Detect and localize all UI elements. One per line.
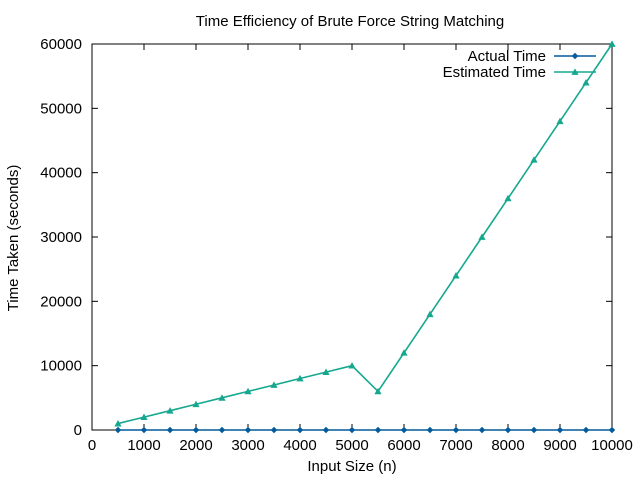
data-point xyxy=(348,426,356,434)
legend-item: Estimated Time xyxy=(443,64,596,81)
x-tick-label: 9000 xyxy=(543,437,576,454)
data-point xyxy=(582,79,590,86)
data-point xyxy=(452,426,460,434)
data-point xyxy=(556,117,564,125)
data-point xyxy=(322,368,330,375)
axis-ticks: 0 1000 2000 3000 4000 5000 6000 7000 8000 9000 100… xyxy=(40,36,633,454)
data-point xyxy=(426,426,434,434)
x-axis-label: Input Size (n) xyxy=(307,458,396,475)
data-point xyxy=(556,426,564,434)
data-point xyxy=(504,426,512,434)
data-point xyxy=(296,426,304,434)
data-point xyxy=(374,387,382,395)
legend-label: Estimated Time xyxy=(443,64,546,81)
data-point xyxy=(270,381,278,388)
y-tick-label: 40000 xyxy=(40,165,82,182)
data-point xyxy=(322,426,330,434)
x-tick-label: 6000 xyxy=(387,437,420,454)
x-tick-label: 7000 xyxy=(439,437,472,454)
data-point xyxy=(452,272,460,279)
data-point xyxy=(218,426,226,434)
data-point xyxy=(504,194,512,202)
plot-frame xyxy=(91,43,613,431)
legend-label: Actual Time xyxy=(468,48,546,65)
y-tick-label: 10000 xyxy=(40,358,82,375)
y-tick-label: 0 xyxy=(74,422,82,439)
x-tick-label: 2000 xyxy=(179,437,212,454)
data-point xyxy=(166,407,174,414)
data-point xyxy=(478,426,486,434)
y-tick-label: 30000 xyxy=(40,229,82,246)
data-point xyxy=(114,419,122,427)
data-point xyxy=(114,426,122,434)
data-point xyxy=(478,233,486,240)
data-point xyxy=(582,426,590,434)
legend-marker xyxy=(571,68,579,75)
legend-item: Actual Time xyxy=(468,48,596,65)
data-point xyxy=(244,426,252,434)
data-point xyxy=(530,426,538,434)
x-tick-label: 0 xyxy=(88,437,96,454)
data-point xyxy=(140,426,148,434)
data-point xyxy=(426,310,434,318)
y-tick-label: 20000 xyxy=(40,293,82,310)
y-axis-label: Time Taken (seconds) xyxy=(5,165,22,312)
y-tick-label: 50000 xyxy=(40,100,82,117)
legend-marker xyxy=(571,52,579,60)
x-tick-label: 5000 xyxy=(335,437,368,454)
data-point xyxy=(244,387,252,395)
series-1 xyxy=(114,426,616,434)
data-point xyxy=(140,413,148,421)
series-layer xyxy=(114,40,616,434)
data-point xyxy=(374,426,382,434)
data-point xyxy=(218,394,226,401)
data-point xyxy=(400,349,408,356)
data-point xyxy=(348,362,356,369)
data-point xyxy=(608,40,616,47)
data-point xyxy=(192,400,200,408)
chart-title: Time Efficiency of Brute Force String Ma… xyxy=(196,13,504,30)
series-line xyxy=(117,43,613,425)
data-point xyxy=(296,374,304,382)
x-tick-label: 10000 xyxy=(591,437,633,454)
x-tick-label: 3000 xyxy=(231,437,264,454)
x-tick-label: 4000 xyxy=(283,437,316,454)
x-tick-label: 1000 xyxy=(127,437,160,454)
x-tick-label: 8000 xyxy=(491,437,524,454)
y-tick-label: 60000 xyxy=(40,36,82,53)
data-point xyxy=(608,426,616,434)
data-point xyxy=(530,156,538,163)
data-point xyxy=(270,426,278,434)
data-point xyxy=(192,426,200,434)
series-2 xyxy=(114,40,616,427)
data-point xyxy=(400,426,408,434)
data-point xyxy=(166,426,174,434)
